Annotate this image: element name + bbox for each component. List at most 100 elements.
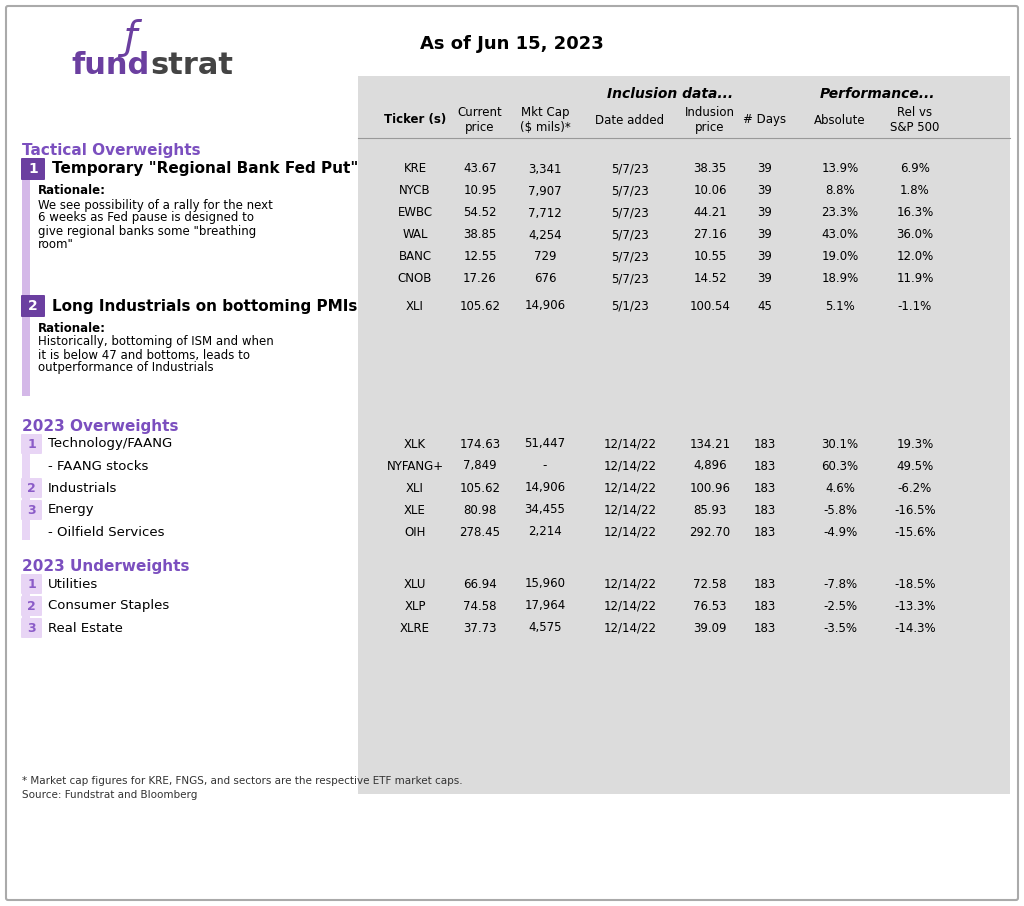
Text: 7,712: 7,712 <box>528 207 562 219</box>
Text: 43.67: 43.67 <box>463 162 497 176</box>
Text: 17.26: 17.26 <box>463 273 497 285</box>
Text: -6.2%: -6.2% <box>898 481 932 495</box>
Text: 2: 2 <box>27 481 36 495</box>
Text: ƒ: ƒ <box>123 19 137 57</box>
FancyBboxPatch shape <box>22 574 42 594</box>
Text: 27.16: 27.16 <box>693 228 727 242</box>
Text: 38.85: 38.85 <box>464 228 497 242</box>
Text: NYFANG+: NYFANG+ <box>386 459 443 473</box>
Text: 19.3%: 19.3% <box>896 438 934 450</box>
Text: XLI: XLI <box>407 300 424 313</box>
Text: it is below 47 and bottoms, leads to: it is below 47 and bottoms, leads to <box>38 349 250 361</box>
Text: -15.6%: -15.6% <box>894 525 936 538</box>
Text: -5.8%: -5.8% <box>823 504 857 516</box>
Text: 3: 3 <box>28 622 36 634</box>
Text: 4,896: 4,896 <box>693 459 727 473</box>
Text: -18.5%: -18.5% <box>894 577 936 591</box>
Text: EWBC: EWBC <box>397 207 432 219</box>
Text: 5.1%: 5.1% <box>825 300 855 313</box>
Text: 2023 Overweights: 2023 Overweights <box>22 419 178 433</box>
Text: -13.3%: -13.3% <box>894 600 936 612</box>
Text: 12/14/22: 12/14/22 <box>603 438 656 450</box>
Bar <box>22 452 30 540</box>
Text: give regional banks some "breathing: give regional banks some "breathing <box>38 225 256 237</box>
Text: Rationale:: Rationale: <box>38 322 106 334</box>
Text: - FAANG stocks: - FAANG stocks <box>48 459 148 473</box>
Text: 174.63: 174.63 <box>460 438 501 450</box>
Text: Date added: Date added <box>595 113 665 127</box>
Text: 183: 183 <box>754 481 776 495</box>
Text: 4,575: 4,575 <box>528 622 562 634</box>
Text: 183: 183 <box>754 622 776 634</box>
Text: 5/7/23: 5/7/23 <box>611 273 649 285</box>
FancyBboxPatch shape <box>22 434 42 454</box>
Text: 51,447: 51,447 <box>524 438 565 450</box>
Text: 5/7/23: 5/7/23 <box>611 185 649 198</box>
Text: 183: 183 <box>754 525 776 538</box>
Text: XLK: XLK <box>403 438 426 450</box>
Text: 105.62: 105.62 <box>460 481 501 495</box>
Text: 45: 45 <box>758 300 772 313</box>
Text: outperformance of Industrials: outperformance of Industrials <box>38 361 214 374</box>
Text: As of Jun 15, 2023: As of Jun 15, 2023 <box>420 35 604 53</box>
Text: 5/7/23: 5/7/23 <box>611 162 649 176</box>
Text: 39: 39 <box>758 250 772 264</box>
Text: -4.9%: -4.9% <box>823 525 857 538</box>
Text: 60.3%: 60.3% <box>821 459 858 473</box>
Text: 39: 39 <box>758 228 772 242</box>
Text: 12.0%: 12.0% <box>896 250 934 264</box>
Text: 3: 3 <box>28 504 36 516</box>
Text: 183: 183 <box>754 600 776 612</box>
Text: 5/1/23: 5/1/23 <box>611 300 649 313</box>
Text: 72.58: 72.58 <box>693 577 727 591</box>
Text: 39: 39 <box>758 207 772 219</box>
Text: XLU: XLU <box>403 577 426 591</box>
Text: 39: 39 <box>758 185 772 198</box>
Text: -14.3%: -14.3% <box>894 622 936 634</box>
FancyBboxPatch shape <box>22 158 45 180</box>
Text: 676: 676 <box>534 273 556 285</box>
Bar <box>22 177 30 299</box>
Text: 18.9%: 18.9% <box>821 273 859 285</box>
Text: OIH: OIH <box>404 525 426 538</box>
Text: # Days: # Days <box>743 113 786 127</box>
Text: * Market cap figures for KRE, FNGS, and sectors are the respective ETF market ca: * Market cap figures for KRE, FNGS, and … <box>22 776 463 800</box>
Text: 15,960: 15,960 <box>524 577 565 591</box>
Text: Temporary "Regional Bank Fed Put": Temporary "Regional Bank Fed Put" <box>52 161 358 177</box>
Text: 12/14/22: 12/14/22 <box>603 622 656 634</box>
Text: Technology/FAANG: Technology/FAANG <box>48 438 172 450</box>
FancyBboxPatch shape <box>22 596 42 616</box>
Text: Industrials: Industrials <box>48 481 118 495</box>
Text: 134.21: 134.21 <box>689 438 730 450</box>
Text: 36.0%: 36.0% <box>896 228 934 242</box>
Text: 66.94: 66.94 <box>463 577 497 591</box>
Text: 14,906: 14,906 <box>524 300 565 313</box>
Text: Rel vs
S&P 500: Rel vs S&P 500 <box>890 106 940 134</box>
Text: 5/7/23: 5/7/23 <box>611 250 649 264</box>
Text: XLP: XLP <box>404 600 426 612</box>
Text: 54.52: 54.52 <box>463 207 497 219</box>
Text: -: - <box>543 459 547 473</box>
Text: 39: 39 <box>758 273 772 285</box>
Text: 105.62: 105.62 <box>460 300 501 313</box>
FancyBboxPatch shape <box>22 500 42 520</box>
Text: WAL: WAL <box>402 228 428 242</box>
Text: 37.73: 37.73 <box>463 622 497 634</box>
Text: Current
price: Current price <box>458 106 503 134</box>
Text: NYCB: NYCB <box>399 185 431 198</box>
Text: Tactical Overweights: Tactical Overweights <box>22 143 201 159</box>
Text: Mkt Cap
($ mils)*: Mkt Cap ($ mils)* <box>519 106 570 134</box>
Text: 10.95: 10.95 <box>463 185 497 198</box>
Text: 43.0%: 43.0% <box>821 228 858 242</box>
Text: 76.53: 76.53 <box>693 600 727 612</box>
Text: 183: 183 <box>754 459 776 473</box>
Text: 5/7/23: 5/7/23 <box>611 228 649 242</box>
Text: Energy: Energy <box>48 504 94 516</box>
Text: 11.9%: 11.9% <box>896 273 934 285</box>
FancyBboxPatch shape <box>6 6 1018 900</box>
Text: - Oilfield Services: - Oilfield Services <box>48 525 165 538</box>
Text: 7,849: 7,849 <box>463 459 497 473</box>
Text: Rationale:: Rationale: <box>38 185 106 198</box>
Text: 100.54: 100.54 <box>689 300 730 313</box>
Text: -2.5%: -2.5% <box>823 600 857 612</box>
